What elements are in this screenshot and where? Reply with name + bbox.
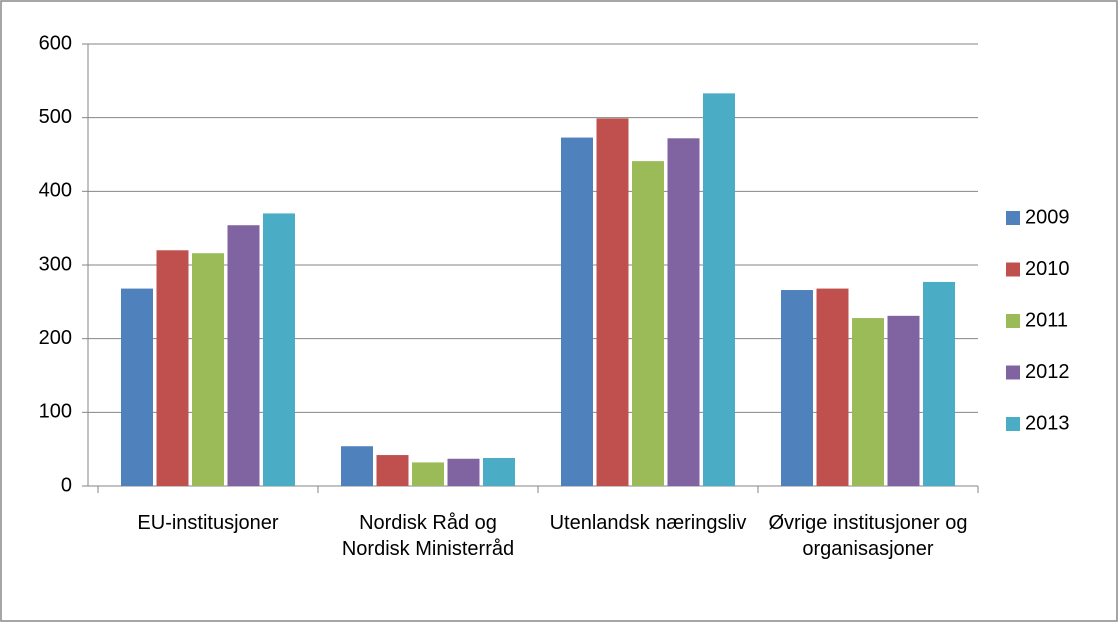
bar [192,253,224,486]
bar [263,213,295,486]
y-tick-label: 400 [39,180,72,202]
y-tick-label: 500 [39,106,72,128]
bar [483,458,515,486]
x-tick-label: EU-institusjoner [137,512,279,534]
legend-label: 2009 [1025,206,1070,228]
legend-swatch [1006,262,1020,277]
bar [816,288,849,486]
x-tick-label: Utenlandsk næringsliv [549,512,747,534]
bar [561,137,593,486]
bar [923,281,955,486]
bar [596,118,629,487]
y-tick-label: 600 [39,32,72,54]
x-tick-label: Nordisk Råd og Nordisk Ministerråd [341,512,515,560]
legend-swatch [1006,211,1020,225]
bar [227,225,260,486]
y-tick-label: 300 [39,253,72,275]
x-tick-label: Øvrige institusjoner og organisasjoner [768,512,968,560]
bar [852,318,884,486]
bar [376,455,409,486]
legend-swatch [1006,314,1020,328]
bar [703,93,735,487]
bar [412,462,444,486]
legend-swatch [1006,417,1020,431]
legend-label: 2010 [1025,258,1070,280]
bar [667,138,700,486]
legend-label: 2013 [1025,412,1070,434]
bar [781,290,813,486]
bar [447,458,480,486]
bar [156,250,189,486]
bar [341,446,373,486]
bar [121,288,153,486]
bar [632,161,664,486]
bar [887,315,920,486]
y-tick-label: 100 [39,401,72,423]
legend-label: 2012 [1025,361,1070,383]
y-tick-label: 200 [39,327,72,349]
y-tick-label: 0 [61,474,72,496]
legend-swatch [1006,365,1020,380]
legend-label: 2011 [1025,309,1068,331]
